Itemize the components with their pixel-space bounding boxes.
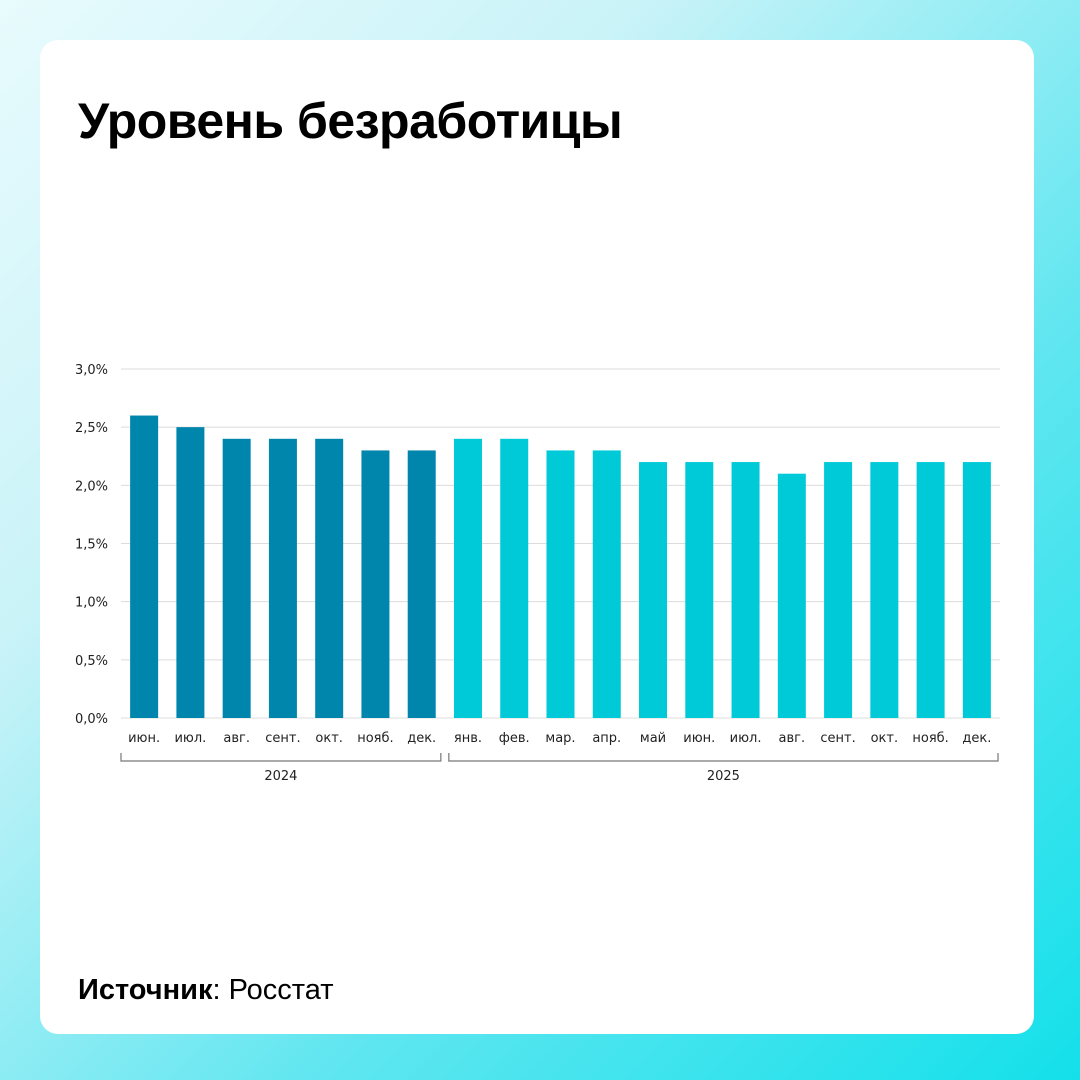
bar xyxy=(315,438,344,718)
bar xyxy=(222,438,251,718)
x-tick-label: авг. xyxy=(779,731,806,746)
bar xyxy=(176,427,205,718)
source-value: Росстат xyxy=(228,974,334,1006)
bar xyxy=(916,462,945,718)
x-tick-label: янв. xyxy=(454,731,482,746)
bar xyxy=(361,450,390,718)
bar xyxy=(407,450,436,718)
year-label: 2024 xyxy=(264,769,297,784)
x-tick-label: июл. xyxy=(730,731,762,746)
bar xyxy=(268,438,297,718)
y-tick-label: 1,0% xyxy=(75,596,108,611)
bar xyxy=(777,473,806,718)
card: Уровень безработицы Источник: Росстат xyxy=(40,40,1034,1034)
bar xyxy=(685,462,714,718)
x-tick-label: сент. xyxy=(820,731,855,746)
x-tick-label: авг. xyxy=(223,731,250,746)
bar xyxy=(130,415,159,718)
x-tick-label: окт. xyxy=(871,731,899,746)
year-bracket xyxy=(448,753,999,762)
y-tick-label: 2,5% xyxy=(75,421,108,436)
x-tick-label: июн. xyxy=(683,731,715,746)
bar xyxy=(546,450,575,718)
bar xyxy=(592,450,621,718)
bar xyxy=(824,462,853,718)
year-bracket xyxy=(120,753,442,762)
year-label: 2025 xyxy=(707,769,740,784)
x-tick-label: дек. xyxy=(962,731,991,746)
x-tick-label: фев. xyxy=(499,731,530,746)
bar xyxy=(453,438,482,718)
y-tick-label: 3,0% xyxy=(75,363,108,378)
y-tick-label: 0,5% xyxy=(75,654,108,669)
x-tick-label: дек. xyxy=(407,731,436,746)
x-tick-label: окт. xyxy=(315,731,343,746)
bar xyxy=(962,462,991,718)
y-tick-label: 2,0% xyxy=(75,479,108,494)
page-title: Уровень безработицы xyxy=(78,93,623,149)
source-label: Источник xyxy=(78,974,213,1006)
x-tick-label: нояб. xyxy=(357,731,393,746)
source-note: Источник: Росстат xyxy=(78,974,334,1006)
x-tick-label: июн. xyxy=(128,731,160,746)
x-tick-label: апр. xyxy=(592,731,621,746)
x-tick-label: июл. xyxy=(174,731,206,746)
bar xyxy=(870,462,899,718)
x-tick-label: сент. xyxy=(265,731,300,746)
x-tick-label: мар. xyxy=(545,731,575,746)
x-tick-label: май xyxy=(640,731,666,746)
x-tick-label: нояб. xyxy=(912,731,948,746)
bar xyxy=(500,438,529,718)
bar xyxy=(731,462,760,718)
y-tick-label: 1,5% xyxy=(75,538,108,553)
bar xyxy=(639,462,668,718)
y-tick-label: 0,0% xyxy=(75,712,108,727)
